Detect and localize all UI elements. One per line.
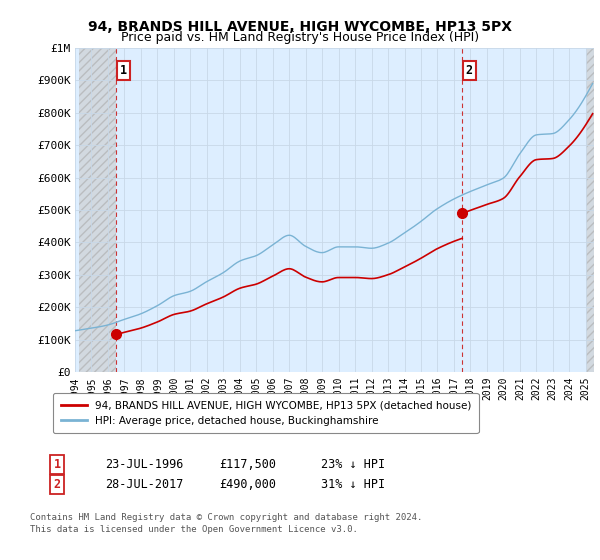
Text: 1: 1 (119, 64, 127, 77)
Text: £117,500: £117,500 (219, 458, 276, 472)
Text: 31% ↓ HPI: 31% ↓ HPI (321, 478, 385, 491)
Text: Contains HM Land Registry data © Crown copyright and database right 2024.: Contains HM Land Registry data © Crown c… (30, 513, 422, 522)
Text: 23-JUL-1996: 23-JUL-1996 (105, 458, 184, 472)
Text: £490,000: £490,000 (219, 478, 276, 491)
Text: This data is licensed under the Open Government Licence v3.0.: This data is licensed under the Open Gov… (30, 525, 358, 534)
Text: 94, BRANDS HILL AVENUE, HIGH WYCOMBE, HP13 5PX: 94, BRANDS HILL AVENUE, HIGH WYCOMBE, HP… (88, 20, 512, 34)
Legend: 94, BRANDS HILL AVENUE, HIGH WYCOMBE, HP13 5PX (detached house), HPI: Average pr: 94, BRANDS HILL AVENUE, HIGH WYCOMBE, HP… (53, 393, 479, 433)
Bar (79, 48, 116, 372)
Text: 28-JUL-2017: 28-JUL-2017 (105, 478, 184, 491)
Text: 23% ↓ HPI: 23% ↓ HPI (321, 458, 385, 472)
Text: Price paid vs. HM Land Registry's House Price Index (HPI): Price paid vs. HM Land Registry's House … (121, 31, 479, 44)
Text: 2: 2 (466, 64, 473, 77)
Text: 2: 2 (53, 478, 61, 491)
Text: 1: 1 (53, 458, 61, 472)
Bar (586, 48, 594, 372)
